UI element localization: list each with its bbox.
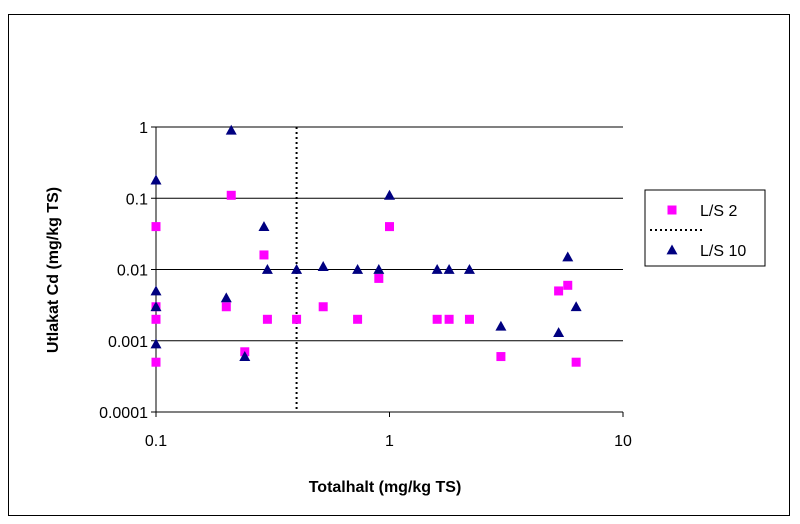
point-square — [151, 314, 161, 324]
y-tick-label: 0.01 — [117, 263, 148, 280]
data-marks — [150, 124, 582, 367]
point-triangle — [150, 174, 162, 185]
point-square — [151, 357, 161, 367]
point-triangle — [317, 261, 329, 271]
point-triangle — [150, 285, 162, 296]
point-square — [554, 286, 564, 296]
y-axis-title: Utlakat Cd (mg/kg TS) — [45, 187, 62, 353]
point-square — [353, 314, 363, 324]
point-square — [464, 314, 474, 324]
point-square — [563, 280, 573, 290]
point-triangle — [220, 292, 232, 303]
point-triangle — [463, 264, 475, 274]
point-triangle — [239, 351, 251, 361]
point-square — [432, 314, 442, 324]
point-square — [151, 222, 161, 232]
x-tick-label: 10 — [614, 433, 632, 450]
point-square — [221, 302, 231, 312]
legend-box — [644, 189, 766, 267]
y-tick-label: 0.0001 — [99, 405, 148, 422]
x-tick-label: 0.1 — [145, 433, 167, 450]
point-square — [292, 314, 302, 324]
point-triangle — [570, 301, 582, 312]
x-axis-title: Totalhalt (mg/kg TS) — [309, 479, 462, 496]
point-triangle — [261, 264, 273, 274]
point-square — [667, 205, 677, 215]
axes — [151, 126, 624, 417]
point-square — [444, 314, 454, 324]
point-triangle — [495, 320, 507, 331]
y-tick-label: 1 — [139, 120, 148, 137]
point-triangle — [373, 264, 385, 274]
y-tick-label: 0.001 — [108, 334, 148, 351]
point-triangle — [443, 264, 455, 274]
point-triangle — [225, 124, 237, 135]
point-triangle — [258, 221, 270, 232]
point-triangle — [150, 301, 162, 312]
legend-label: L/S 2 — [700, 203, 737, 220]
point-square — [496, 352, 506, 362]
y-tick-label: 0.1 — [126, 191, 148, 208]
point-square — [374, 273, 384, 283]
legend-label: L/S 10 — [700, 243, 746, 260]
point-square — [259, 250, 269, 260]
point-triangle — [562, 251, 574, 262]
point-square — [318, 302, 328, 312]
point-square — [262, 314, 272, 324]
legend: L/S 2 L/S 10 — [644, 189, 766, 267]
point-triangle — [431, 264, 443, 274]
point-square — [571, 357, 581, 367]
point-triangle — [352, 264, 364, 274]
point-square — [385, 222, 394, 232]
point-square — [226, 190, 236, 200]
x-tick-label: 1 — [385, 433, 394, 450]
point-triangle — [384, 189, 395, 200]
tick-labels: 0.0001 0.001 0.01 0.1 1 0.1 1 10 — [99, 120, 632, 450]
point-triangle — [666, 244, 678, 255]
point-triangle — [553, 327, 565, 338]
point-triangle — [150, 338, 162, 349]
point-triangle — [291, 264, 303, 274]
